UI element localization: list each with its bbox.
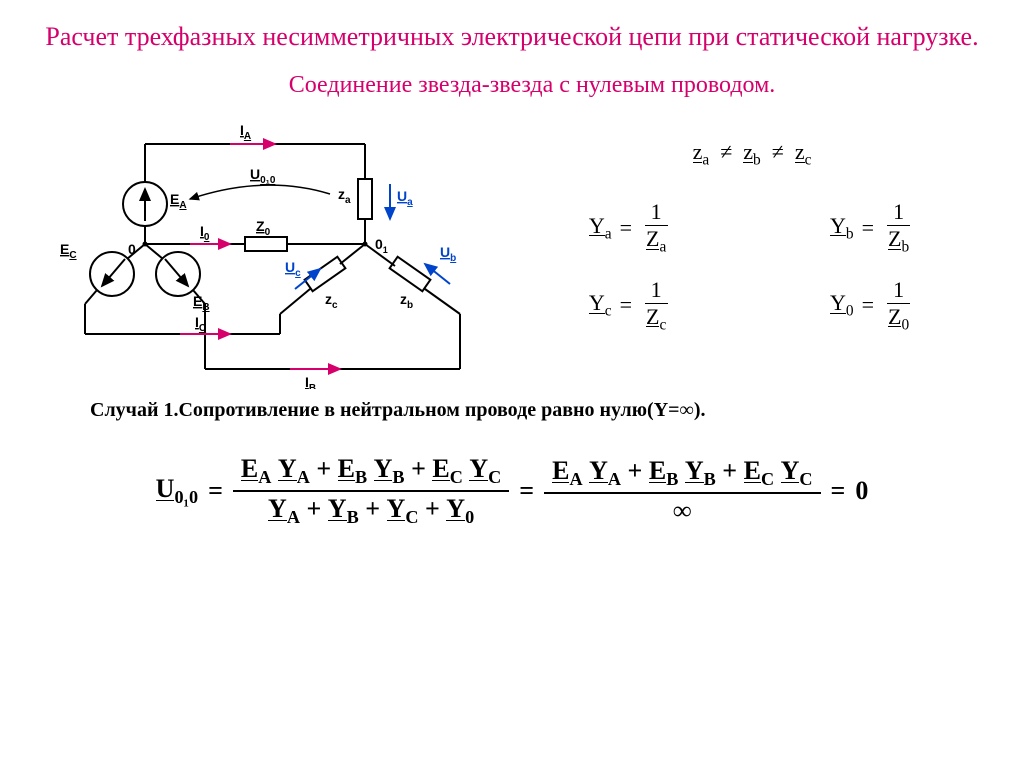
label-IB: IB [305,374,316,389]
label-node0: 0 [128,241,136,257]
label-zb: zb [400,291,413,311]
label-zc: zc [325,291,338,311]
label-I0: I0 [200,223,210,243]
formula-Yc: Yc = 1 Zc [589,277,672,334]
label-EC: EC [60,241,77,261]
case1-text: Случай 1.Сопротивление в нейтральном про… [90,399,994,422]
formula-Yb: Yb = 1 Zb [830,199,915,256]
circuit-diagram: IA I0 IC IB EA EB EC Z0 za zb zc Ua Ub U… [30,109,490,389]
page-title: Расчет трехфазных несимметричных электри… [30,20,994,54]
label-U010: U0₁0 [250,166,276,186]
label-EB: EB [193,293,210,313]
page-subtitle: Соединение звезда-звезда с нулевым прово… [30,72,994,99]
impedance-inequality: za ≠ zb ≠ zc [510,139,994,169]
label-IA: IA [240,122,251,142]
formulas-block: za ≠ zb ≠ zc Ya = 1 Za Yb = 1 Zb [510,109,994,354]
label-Uc: Uc [285,259,301,279]
formula-Ya: Ya = 1 Za [589,199,672,256]
content-row: IA I0 IC IB EA EB EC Z0 za zb zc Ua Ub U… [30,109,994,389]
main-equation: U0₁0 = EA YA + EB YB + EC YC YA + YB + Y… [30,452,994,530]
label-Ua: Ua [397,188,413,208]
label-EA: EA [170,191,187,211]
formula-Y0: Y0 = 1 Z0 [830,277,915,334]
label-Ub: Ub [440,244,456,264]
label-Z0: Z0 [256,218,271,238]
label-za: za [338,186,351,206]
